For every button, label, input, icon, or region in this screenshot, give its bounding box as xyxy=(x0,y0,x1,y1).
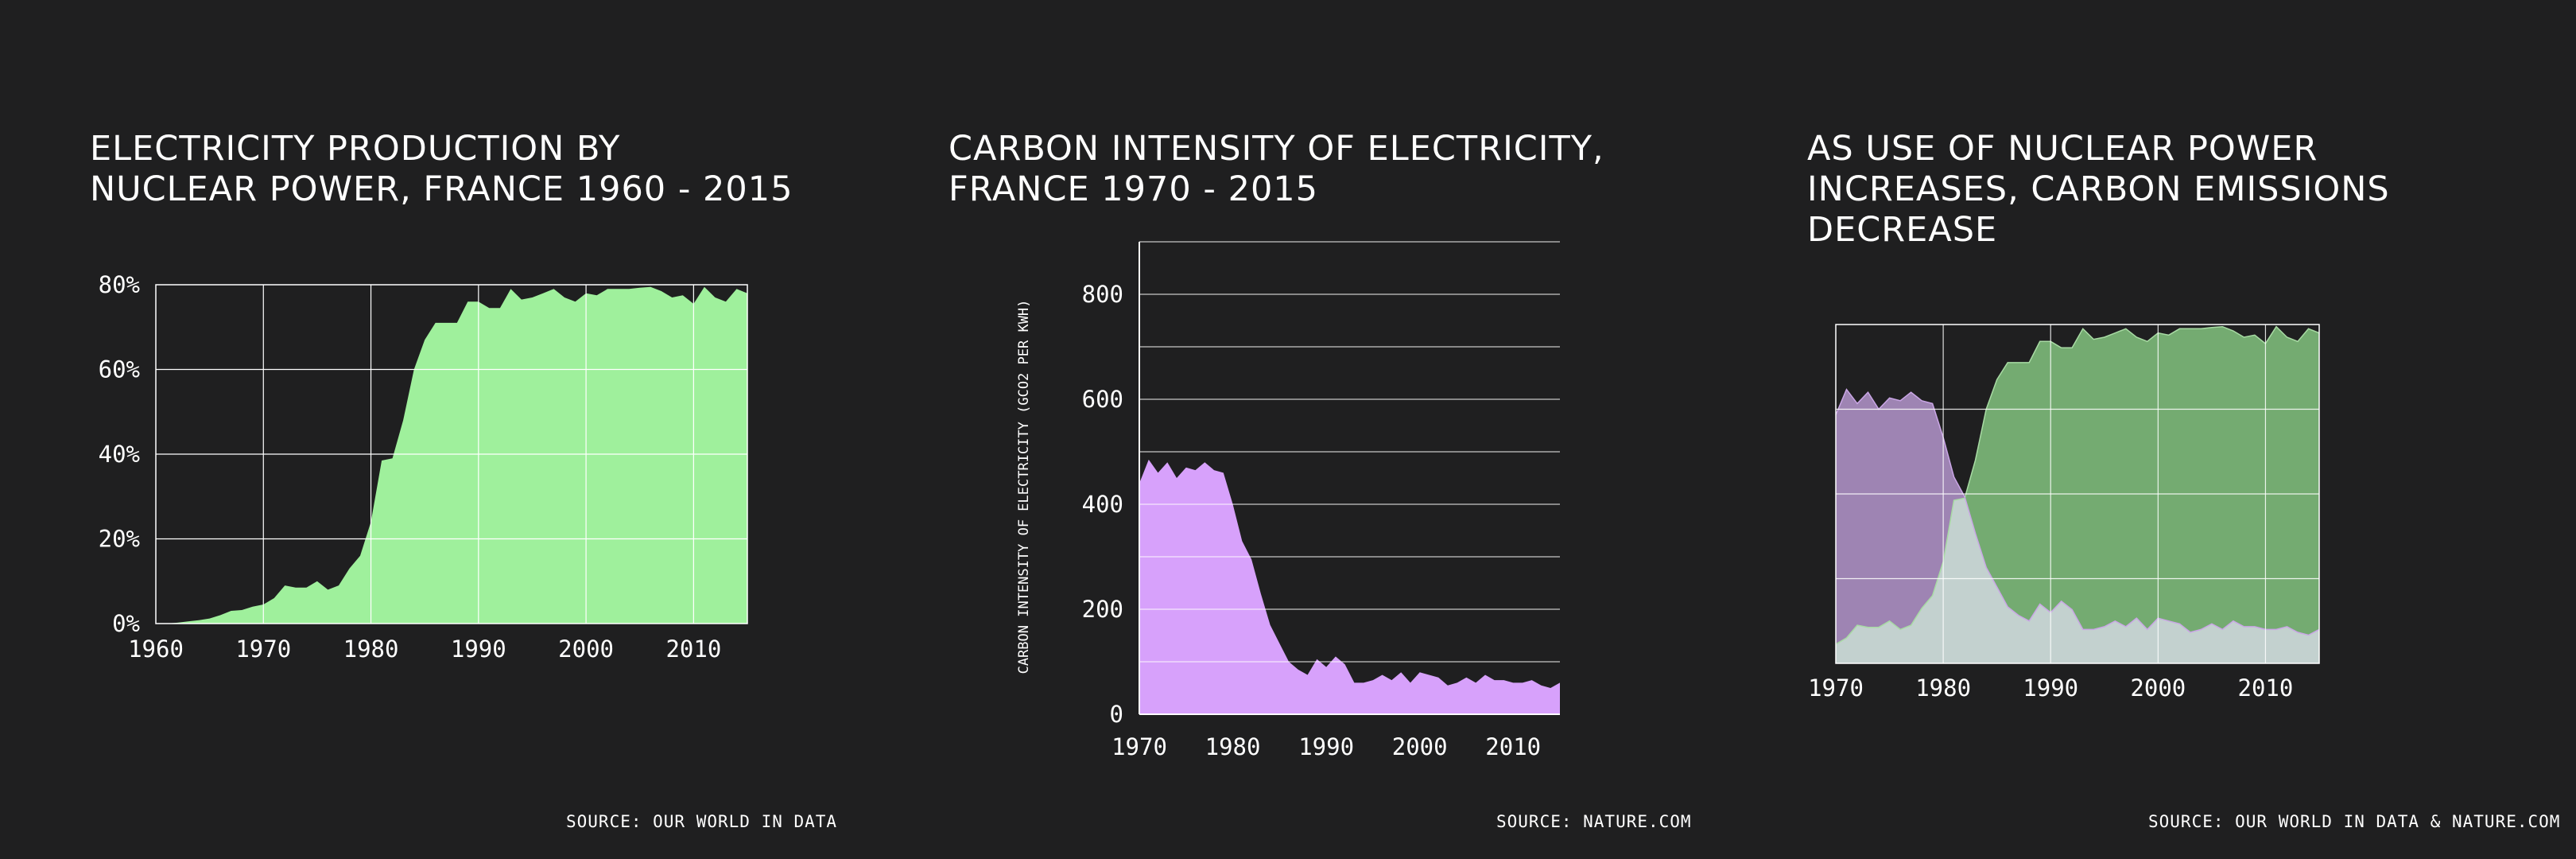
y-tick-label: 800 xyxy=(1082,281,1123,308)
x-tick-label: 2010 xyxy=(1485,733,1541,760)
y-tick-label: 0% xyxy=(112,610,140,637)
panel-title: AS USE OF NUCLEAR POWER INCREASES, CARBO… xyxy=(1807,129,2390,250)
y-tick-label: 40% xyxy=(99,441,140,468)
x-tick-label: 2010 xyxy=(2238,674,2294,702)
x-tick-label: 1980 xyxy=(343,636,399,663)
x-tick-label: 2000 xyxy=(558,636,614,663)
y-tick-label: 200 xyxy=(1082,596,1123,623)
x-tick-label: 1970 xyxy=(1808,674,1864,702)
x-tick-label: 1970 xyxy=(1111,733,1167,760)
panel-source: SOURCE: OUR WORLD IN DATA xyxy=(566,812,838,831)
y-tick-label: 80% xyxy=(99,271,140,298)
carbon-intensity-area xyxy=(1139,459,1560,714)
nuclear-share-line xyxy=(1835,325,2320,645)
y-tick-label: 0 xyxy=(1110,701,1123,728)
x-tick-label: 1990 xyxy=(451,636,506,663)
carbon-intensity-area xyxy=(1836,389,2319,663)
y-tick-label: 20% xyxy=(99,526,140,553)
x-tick-label: 1990 xyxy=(2023,674,2078,702)
y-tick-label: 60% xyxy=(99,356,140,383)
panel-source: SOURCE: OUR WORLD IN DATA & NATURE.COM xyxy=(2148,812,2561,831)
panel-source: SOURCE: NATURE.COM xyxy=(1496,812,1692,831)
carbon-intensity-line xyxy=(1835,388,2320,636)
x-tick-label: 1980 xyxy=(1915,674,1971,702)
x-tick-label: 1970 xyxy=(235,636,291,663)
x-tick-label: 1960 xyxy=(128,636,184,663)
y-axis-title: CARBON INTENSITY OF ELECTRICITY (GCO2 PE… xyxy=(1016,300,1032,674)
y-tick-label: 400 xyxy=(1082,491,1123,518)
x-tick-label: 1990 xyxy=(1298,733,1354,760)
x-tick-label: 2010 xyxy=(665,636,721,663)
y-tick-label: 600 xyxy=(1082,386,1123,413)
x-tick-label: 1980 xyxy=(1205,733,1261,760)
x-tick-label: 2000 xyxy=(1392,733,1448,760)
nuclear-share-area xyxy=(156,286,747,624)
x-tick-label: 2000 xyxy=(2130,674,2186,702)
panel-title: CARBON INTENSITY OF ELECTRICITY, FRANCE … xyxy=(949,129,1604,209)
panel-title: ELECTRICITY PRODUCTION BY NUCLEAR POWER,… xyxy=(90,129,793,209)
